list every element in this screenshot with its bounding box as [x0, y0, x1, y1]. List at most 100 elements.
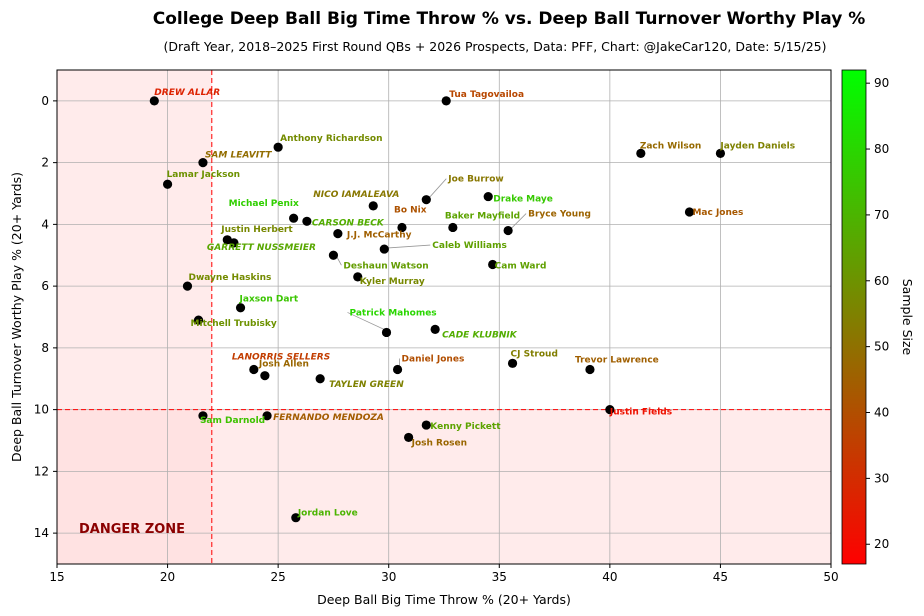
x-tick-label: 30: [381, 570, 396, 584]
point-lamar-jackson: [162, 179, 173, 189]
danger-zone-label: DANGER ZONE: [79, 522, 185, 537]
point-michael-penix: [289, 213, 299, 223]
label-bryce-young: Bryce Young: [528, 210, 591, 220]
label-daniel-jones: Daniel Jones: [402, 354, 465, 364]
label-baker-mayfield: Baker Mayfield: [445, 211, 520, 221]
point-sam-darnold: [198, 411, 208, 421]
colorbar-tick-label: 20: [874, 537, 889, 551]
label-cam-ward: Cam Ward: [495, 262, 547, 272]
point-jordan-love: [291, 513, 301, 523]
y-tick-label: 10: [34, 403, 49, 417]
label-cade-klubnik: CADE KLUBNIK: [442, 330, 518, 340]
point-caleb-williams: [379, 244, 389, 254]
colorbar-tick-label: 80: [874, 142, 889, 156]
point-cade-klubnik: [430, 324, 440, 334]
danger-zones: [57, 70, 831, 564]
y-axis-label: Deep Ball Turnover Worthy Play % (20+ Ya…: [9, 172, 24, 462]
point-j-j-mccarthy: [333, 229, 343, 239]
point-josh-allen: [260, 371, 270, 381]
x-tick-label: 50: [823, 570, 838, 584]
label-bo-nix: Bo Nix: [394, 205, 427, 215]
label-joe-burrow: Joe Burrow: [447, 175, 503, 185]
point-patrick-mahomes: [381, 327, 392, 338]
leader-bryce-young: [509, 213, 527, 230]
point-cj-stroud: [507, 358, 518, 368]
label-caleb-williams: Caleb Williams: [432, 241, 507, 251]
colorbar-tick-label: 40: [874, 406, 889, 420]
colorbar-label: Sample Size: [900, 279, 915, 356]
x-tick-label: 15: [49, 570, 64, 584]
label-kyler-murray: Kyler Murray: [360, 277, 425, 287]
leader-patrick-mahomes: [347, 312, 389, 332]
danger-zone-bottom: [57, 409, 831, 564]
colorbar: [841, 69, 867, 565]
colorbar-tick-label: 50: [874, 340, 889, 354]
x-axis-label: Deep Ball Big Time Throw % (20+ Yards): [317, 592, 571, 607]
point-taylen-green: [315, 374, 325, 384]
point-baker-mayfield: [448, 222, 458, 233]
chart-title: College Deep Ball Big Time Throw % vs. D…: [153, 9, 865, 29]
point-carson-beck: [302, 216, 312, 226]
label-cj-stroud: CJ Stroud: [511, 349, 558, 359]
y-tick-label: 0: [41, 94, 49, 108]
point-mitchell-trubisky: [193, 315, 204, 325]
x-tick-label: 25: [271, 570, 286, 584]
point-drake-maye: [483, 191, 493, 202]
label-j-j-mccarthy: J.J. McCarthy: [346, 231, 412, 241]
label-justin-herbert: Justin Herbert: [220, 225, 293, 235]
point-kenny-pickett: [421, 420, 431, 430]
point-drew-allar: [149, 96, 159, 106]
colorbar-tick-label: 90: [874, 76, 889, 90]
x-tick-label: 45: [713, 570, 728, 584]
colorbar-ticks: 20 30 40 50 60 70 80 90: [866, 76, 889, 551]
point-labels: DREW ALLAR Tua Tagovailoa Anthony Richards…: [154, 88, 795, 519]
colorbar-tick-label: 60: [874, 274, 889, 288]
label-garrett-nussmeier: GARRETT NUSSMEIER: [207, 243, 316, 253]
label-leader-lines: [335, 178, 527, 369]
y-tick-label: 12: [34, 464, 49, 478]
label-mac-jones: Mac Jones: [692, 208, 743, 218]
point-jaxson-dart: [235, 303, 246, 313]
point-cam-ward: [488, 259, 498, 270]
label-jaxson-dart: Jaxson Dart: [239, 295, 299, 305]
colorbar-tick-label: 30: [874, 471, 889, 485]
point-zach-wilson: [636, 148, 646, 158]
plot-frame: [56, 69, 832, 565]
label-carson-beck: CARSON BECK: [312, 218, 385, 228]
label-nico-iamaleava: NICO IAMALEAVA: [313, 190, 399, 200]
label-mitchell-trubisky: Mitchell Trubisky: [191, 319, 277, 329]
label-zach-wilson: Zach Wilson: [640, 141, 702, 151]
threshold-lines: [57, 70, 831, 564]
point-bo-nix: [397, 222, 407, 233]
y-tick-label: 4: [41, 217, 49, 231]
label-drew-allar: DREW ALLAR: [154, 88, 220, 98]
x-tick-label: 40: [602, 570, 617, 584]
point-fernando-mendoza: [262, 411, 272, 421]
leader-joe-burrow: [428, 178, 447, 199]
label-sam-darnold: Sam Darnold: [200, 416, 265, 426]
label-lanorris-sellers: LANORRIS SELLERS: [232, 352, 330, 362]
point-tua-tagovailoa: [441, 96, 451, 106]
x-tick-label: 35: [492, 570, 507, 584]
label-sam-leavitt: SAM LEAVITT: [205, 151, 272, 161]
label-josh-rosen: Josh Rosen: [411, 438, 467, 448]
label-lamar-jackson: Lamar Jackson: [167, 170, 241, 180]
label-michael-penix: Michael Penix: [229, 199, 299, 209]
point-sam-leavitt: [198, 158, 208, 168]
chart-subtitle: (Draft Year, 2018–2025 First Round QBs +…: [164, 39, 827, 54]
label-kenny-pickett: Kenny Pickett: [430, 422, 501, 432]
point-josh-rosen: [404, 432, 414, 443]
label-drake-maye: Drake Maye: [493, 195, 553, 205]
point-justin-fields: [605, 405, 615, 415]
label-patrick-mahomes: Patrick Mahomes: [350, 308, 437, 318]
label-anthony-richardson: Anthony Richardson: [280, 134, 382, 144]
point-daniel-jones: [392, 364, 403, 375]
label-dwayne-haskins: Dwayne Haskins: [188, 273, 271, 283]
label-trevor-lawrence: Trevor Lawrence: [575, 355, 659, 365]
point-trevor-lawrence: [585, 364, 595, 375]
y-tick-label: 14: [34, 526, 49, 540]
x-axis-ticks: 15 20 25 30 35 40 45 50: [49, 564, 839, 584]
y-axis-ticks: 0 2 4 6 8 10 12 14: [34, 94, 57, 540]
point-mac-jones: [684, 207, 695, 217]
point-dwayne-haskins: [182, 281, 193, 291]
